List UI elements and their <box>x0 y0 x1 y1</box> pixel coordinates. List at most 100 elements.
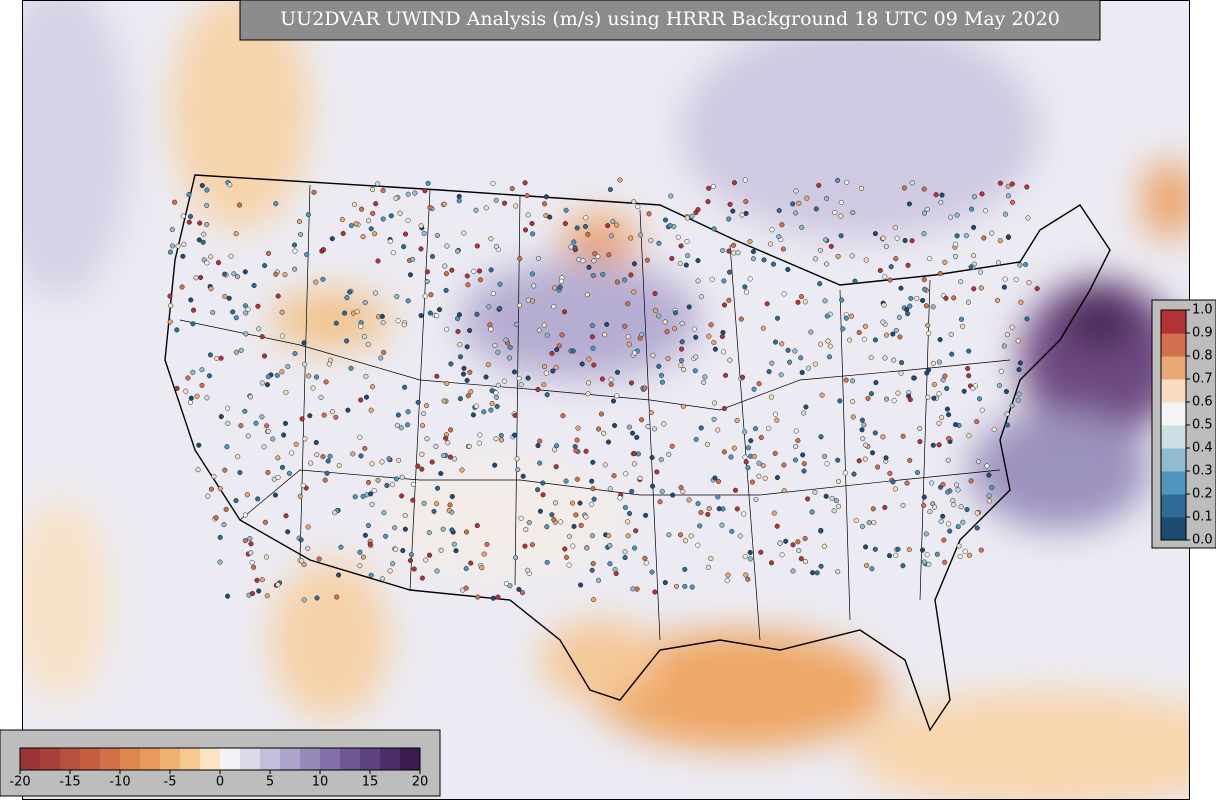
station-dot <box>989 230 995 236</box>
station-dot <box>813 206 819 212</box>
station-dot <box>254 577 260 583</box>
station-dot <box>970 385 976 392</box>
station-dot <box>185 375 191 381</box>
station-dot <box>172 199 178 205</box>
station-dot <box>224 405 231 411</box>
station-dot <box>183 388 189 394</box>
station-dot <box>244 492 250 498</box>
colorbar-segment <box>1161 471 1186 495</box>
station-dot <box>872 430 878 436</box>
station-dot <box>289 450 295 456</box>
station-dot <box>986 498 992 504</box>
station-dot <box>167 249 173 255</box>
station-dot <box>535 487 541 493</box>
station-dot <box>395 412 401 418</box>
station-dot <box>793 443 799 450</box>
station-dot <box>978 285 984 291</box>
colorbar-segment <box>320 748 341 770</box>
station-dot <box>617 177 623 183</box>
station-dot <box>423 557 429 563</box>
station-dot <box>590 486 596 492</box>
colorbar-segment <box>300 748 321 770</box>
station-dot <box>934 551 940 557</box>
station-dot <box>503 580 509 587</box>
station-dot <box>589 478 595 484</box>
station-dot <box>776 234 782 240</box>
station-dot <box>556 343 562 349</box>
station-dot <box>804 195 810 201</box>
station-dot <box>1023 261 1029 268</box>
station-dot <box>379 576 385 582</box>
station-dot <box>824 461 830 467</box>
station-dot <box>313 279 319 285</box>
station-dot <box>245 433 251 439</box>
station-dot <box>490 290 496 297</box>
colorbar-segment <box>220 748 241 770</box>
station-dot <box>762 475 768 481</box>
station-dot <box>920 297 926 304</box>
station-dot <box>686 304 692 310</box>
tick-label: 0.7 <box>1192 372 1213 387</box>
station-dot <box>559 332 565 338</box>
station-dot <box>243 331 249 337</box>
station-dot <box>591 258 597 264</box>
station-dot <box>906 547 912 553</box>
station-dot <box>711 400 718 406</box>
station-dot <box>629 488 635 494</box>
station-dot <box>1003 388 1009 395</box>
station-dot <box>206 373 212 379</box>
station-dot <box>418 223 424 229</box>
station-dot <box>283 389 289 395</box>
station-dot <box>1005 234 1011 240</box>
station-dot <box>463 585 469 591</box>
station-dot <box>408 552 414 558</box>
station-dot <box>419 466 425 472</box>
station-dot <box>180 213 186 219</box>
station-dot <box>702 374 708 380</box>
station-dot <box>926 330 932 336</box>
colorbar-segment <box>100 748 121 770</box>
station-dot <box>966 433 972 439</box>
station-dot <box>399 493 405 499</box>
station-dot <box>648 410 654 416</box>
station-dot <box>234 274 241 280</box>
station-dot <box>551 447 558 453</box>
station-dot <box>760 463 766 469</box>
station-dot <box>390 561 396 567</box>
station-dot <box>375 477 381 483</box>
colorbar-segment <box>340 748 361 770</box>
station-dot <box>365 218 372 224</box>
station-dot <box>233 349 239 355</box>
station-dot <box>392 525 398 531</box>
station-dot <box>712 346 718 352</box>
station-dot <box>638 417 645 423</box>
station-dot <box>843 377 849 383</box>
station-dot <box>552 500 559 506</box>
station-dot <box>314 595 320 601</box>
station-dot <box>396 457 402 463</box>
station-dot <box>678 243 684 249</box>
station-dot <box>352 494 358 500</box>
station-dot <box>1001 284 1007 290</box>
station-dot <box>627 510 633 517</box>
station-dot <box>256 326 262 332</box>
station-dot <box>401 322 407 328</box>
station-dot <box>907 303 913 309</box>
station-dot <box>614 393 620 399</box>
station-dot <box>861 336 867 342</box>
station-dot <box>447 502 453 508</box>
station-dot <box>743 572 749 578</box>
station-dot <box>418 313 424 319</box>
station-dot <box>368 407 374 413</box>
station-dot <box>679 320 685 326</box>
station-dot <box>677 260 683 267</box>
station-dot <box>247 394 254 400</box>
station-dot <box>340 230 346 237</box>
station-dot <box>1009 181 1015 187</box>
station-dot <box>924 552 930 558</box>
station-dot <box>320 276 326 282</box>
station-dot <box>457 342 463 348</box>
station-dot <box>864 562 870 569</box>
